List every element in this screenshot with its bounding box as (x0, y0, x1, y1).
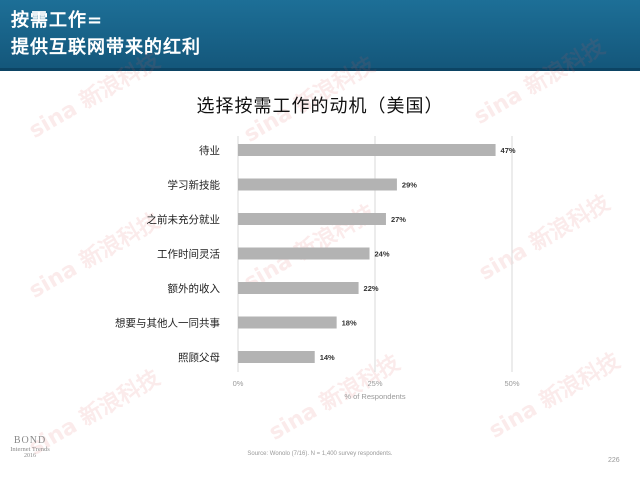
value-label: 27% (391, 215, 406, 224)
bar (238, 351, 315, 363)
logo-line1: BOND (13, 435, 47, 446)
x-tick-label: 50% (504, 379, 519, 388)
x-tick-label: 25% (367, 379, 382, 388)
value-label: 18% (342, 319, 357, 328)
bar (238, 178, 397, 191)
header-title-line1: 按需工作= (11, 10, 104, 31)
x-axis-label: % of Respondents (344, 392, 406, 401)
category-label: 照顾父母 (178, 352, 220, 364)
category-label: 之前未充分就业 (147, 213, 221, 226)
x-tick-label: 0% (233, 379, 244, 388)
value-label: 29% (402, 181, 417, 190)
header-title-line2: 提供互联网带来的红利 (11, 37, 201, 58)
value-label: 14% (320, 353, 335, 362)
category-label: 学习新技能 (168, 179, 221, 192)
bars (238, 144, 496, 363)
category-label: 想要与其他人一同共事 (115, 317, 220, 330)
bar (238, 213, 386, 225)
bar (238, 316, 337, 329)
slide-header: 按需工作= 提供互联网带来的红利 (0, 0, 640, 71)
value-label: 47% (501, 146, 516, 155)
category-label: 待业 (199, 144, 220, 157)
logo-line2: Internet Trends (10, 445, 50, 453)
source-note: Source: Wonolo (7/16). N = 1,400 survey … (247, 451, 393, 457)
category-label: 额外的收入 (168, 282, 221, 295)
value-label: 24% (375, 250, 390, 259)
bar (238, 144, 496, 156)
page-number: 226 (608, 457, 620, 464)
bar (238, 247, 370, 260)
bar (238, 282, 359, 294)
value-label: 22% (364, 284, 379, 293)
category-label: 工作时间灵活 (157, 248, 220, 261)
chart-title: 选择按需工作的动机（美国） (196, 96, 444, 117)
logo-line3: 2016 (24, 453, 36, 460)
labels: 0% 25% 50% % of Respondents 待业 47% 学习新技能 29% 之前未… (115, 144, 520, 401)
bond-logo: BOND Internet Trends 2016 (10, 435, 50, 460)
